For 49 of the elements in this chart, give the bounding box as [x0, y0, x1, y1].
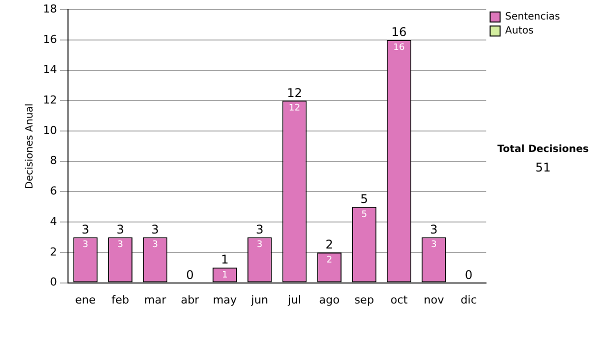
x-tick-label: abr [180, 293, 200, 306]
total-label: 1 [220, 252, 229, 267]
total-label: 5 [360, 192, 368, 206]
y-tick-label: 8 [50, 154, 57, 168]
data-label: 3 [82, 240, 88, 250]
legend-label: Autos [505, 26, 534, 37]
total-label: 3 [82, 222, 90, 236]
legend-label: Sentencias [505, 12, 560, 23]
x-tick-label: mar [144, 293, 167, 306]
data-label: 1 [222, 270, 228, 280]
text: 51 [535, 160, 551, 175]
x-tick-label: feb [111, 293, 130, 306]
total-label: 0 [186, 268, 194, 282]
y-tick-label: 12 [42, 94, 57, 107]
total-label: 3 [430, 222, 438, 236]
total-label: 3 [151, 222, 159, 236]
x-tick-label: jun [250, 293, 268, 306]
x-tick-label: sep [354, 293, 374, 306]
x-tick-label: oct [390, 293, 408, 306]
y-tick-label: 2 [50, 245, 57, 258]
data-label: 2 [326, 255, 332, 266]
total-label: 3 [256, 222, 264, 236]
x-tick-label: ene [75, 293, 96, 306]
y-tick-label: 18 [42, 2, 57, 16]
y-tick-label: 4 [50, 214, 57, 228]
x-tick-label: jul [286, 293, 302, 306]
x-tick-label: ago [319, 293, 340, 306]
data-label: 3 [431, 240, 437, 250]
data-label: 3 [152, 240, 158, 250]
x-tick-label: nov [424, 293, 444, 306]
y-tick-label: 6 [50, 184, 57, 198]
y-tick-label: 16 [42, 32, 57, 46]
x-tick-label: may [212, 293, 238, 306]
x-tick-label: dic [460, 293, 477, 306]
total-label: 2 [326, 238, 334, 252]
data-label: 16 [393, 42, 406, 53]
data-label: 3 [256, 240, 263, 250]
total-label: 16 [391, 25, 407, 40]
y-tick-label: 14 [42, 63, 57, 76]
total-label: 3 [116, 222, 124, 236]
data-label: 3 [117, 240, 124, 250]
total-label: 12 [286, 86, 302, 100]
y-tick-label: 0 [50, 276, 57, 289]
total-label: 0 [464, 268, 473, 282]
data-label: 12 [288, 104, 300, 114]
y-tick-label: 10 [42, 124, 57, 137]
y-axis-title: Decisiones Anual [24, 103, 36, 189]
data-label: 5 [361, 210, 368, 220]
text: Total Decisiones [497, 144, 589, 156]
